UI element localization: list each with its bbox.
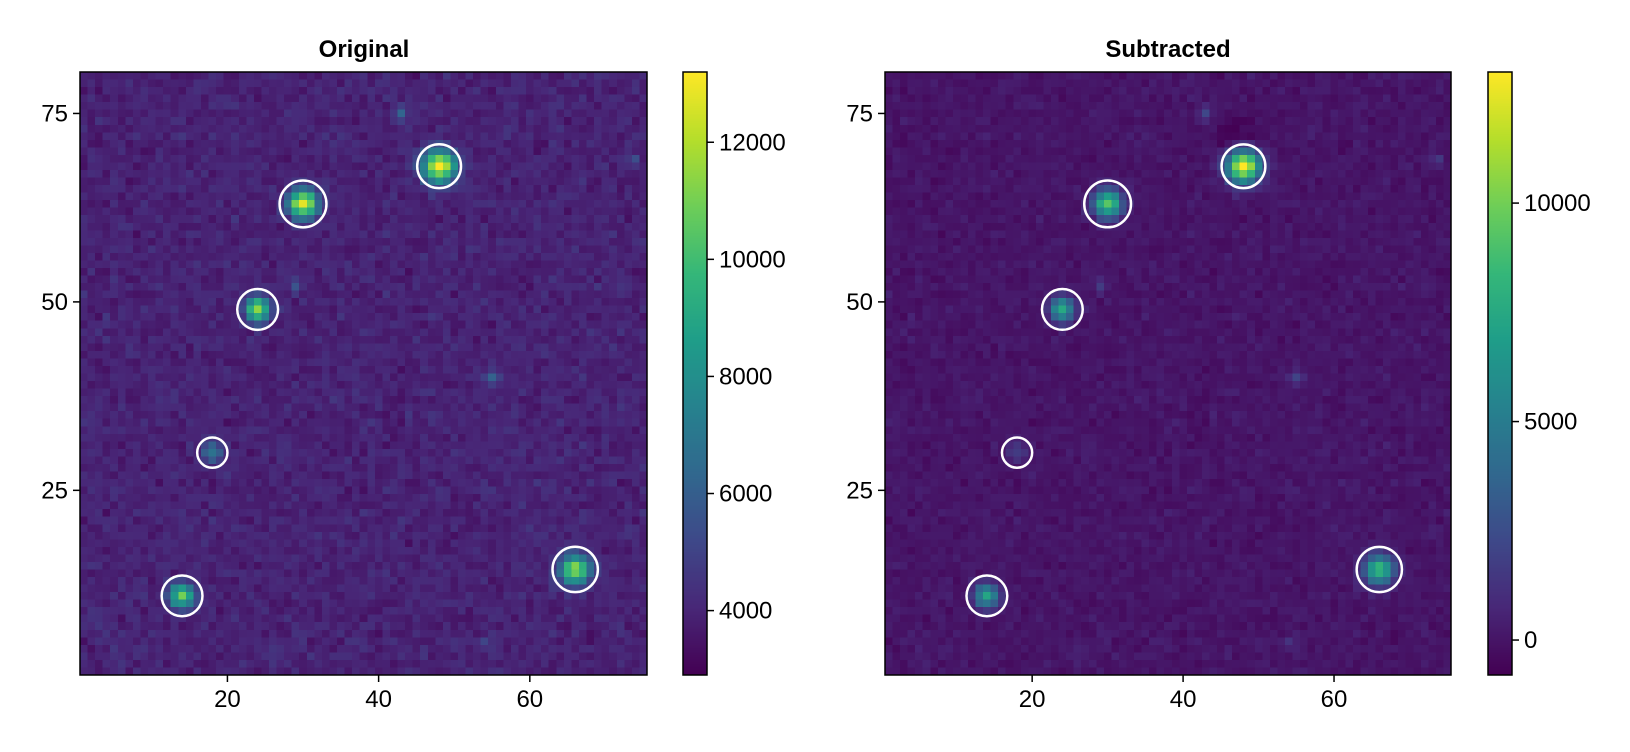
aperture-circle bbox=[1355, 545, 1404, 594]
aperture-circle bbox=[160, 574, 204, 618]
aperture-circle bbox=[235, 287, 280, 332]
colorbar-tick-label: 5000 bbox=[1524, 409, 1577, 436]
colorbar-tick-label: 12000 bbox=[719, 129, 786, 156]
x-axis-subtracted: 20 40 60 bbox=[1019, 675, 1348, 713]
aperture-circle bbox=[415, 143, 463, 190]
y-tick-label: 50 bbox=[41, 289, 68, 316]
y-tick-label: 50 bbox=[846, 289, 873, 316]
colorbar-original bbox=[683, 72, 707, 675]
x-tick-label: 60 bbox=[516, 686, 543, 713]
colorbar-tick-label: 4000 bbox=[719, 598, 772, 625]
colorbar-tick-label: 0 bbox=[1524, 627, 1537, 654]
colorbar-subtracted bbox=[1488, 72, 1512, 675]
aperture-circle bbox=[1040, 287, 1084, 332]
aperture-circle bbox=[195, 436, 229, 470]
aperture-group-subtracted bbox=[965, 143, 1404, 618]
x-tick-label: 20 bbox=[1019, 686, 1046, 713]
y-tick-label: 25 bbox=[41, 477, 68, 504]
aperture-circle bbox=[1082, 179, 1133, 229]
x-tick-label: 40 bbox=[1170, 686, 1197, 713]
panel-original: Original 20 40 60 25 50 75 4000 6000 8000 10000… bbox=[41, 36, 785, 713]
x-tick-label: 40 bbox=[365, 686, 392, 713]
axes-frame-original bbox=[79, 71, 648, 676]
axes-frame-subtracted bbox=[884, 71, 1452, 676]
aperture-circle bbox=[1000, 436, 1034, 469]
panel-subtracted: Subtracted 20 40 60 25 50 75 0 5000 10000 bbox=[846, 36, 1590, 713]
colorbar-frame-original bbox=[682, 71, 708, 676]
colorbar-tick-label: 10000 bbox=[719, 246, 786, 273]
aperture-circle bbox=[1220, 143, 1267, 190]
x-tick-label: 60 bbox=[1321, 686, 1348, 713]
y-axis-original: 25 50 75 bbox=[41, 100, 80, 504]
colorbar-tick-label: 10000 bbox=[1524, 190, 1591, 217]
aperture-group-original bbox=[160, 143, 600, 618]
aperture-circle bbox=[278, 179, 328, 229]
y-tick-label: 25 bbox=[846, 477, 873, 504]
x-tick-label: 20 bbox=[214, 686, 241, 713]
colorbar-axis-subtracted: 0 5000 10000 bbox=[1512, 190, 1591, 654]
aperture-circle bbox=[965, 574, 1009, 618]
colorbar-axis-original: 4000 6000 8000 10000 12000 bbox=[707, 129, 786, 625]
y-axis-subtracted: 25 50 75 bbox=[846, 100, 885, 504]
colorbar-tick-label: 8000 bbox=[719, 363, 772, 390]
aperture-circle bbox=[551, 545, 600, 594]
colorbar-tick-label: 6000 bbox=[719, 481, 772, 508]
y-tick-label: 75 bbox=[41, 100, 68, 127]
colorbar-frame-subtracted bbox=[1487, 71, 1513, 676]
panel-title-subtracted: Subtracted bbox=[1105, 36, 1230, 63]
x-axis-original: 20 40 60 bbox=[214, 675, 543, 713]
panel-title-original: Original bbox=[319, 36, 410, 63]
y-tick-label: 75 bbox=[846, 100, 873, 127]
